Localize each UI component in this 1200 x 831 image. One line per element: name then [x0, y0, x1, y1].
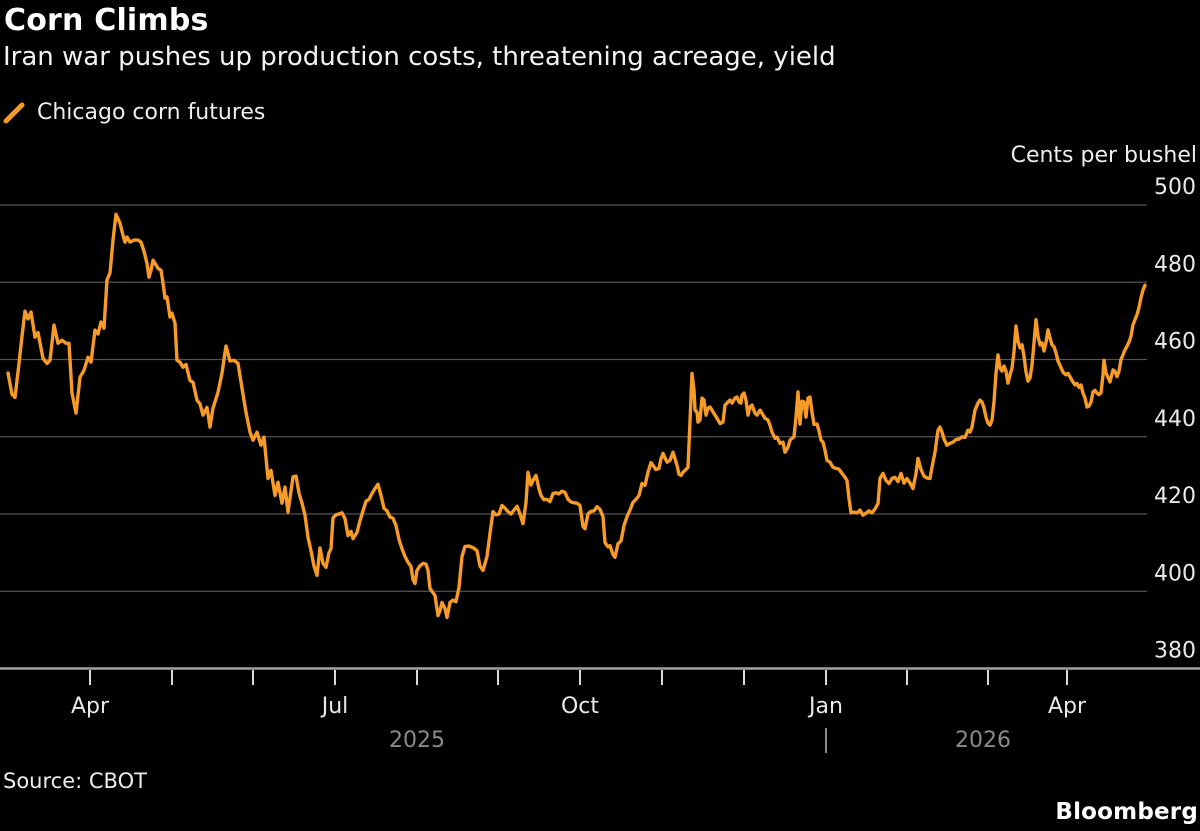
year-label-2026: 2026 [955, 728, 1011, 753]
series-swatch-icon [3, 102, 25, 124]
x-tick-label-Jan: Jan [807, 694, 843, 719]
source-label: Source: CBOT [3, 769, 147, 793]
price-line-series [6, 212, 1147, 620]
page-subtitle: Iran war pushes up production costs, thr… [3, 42, 836, 72]
x-tick-label-Apr: Apr [1048, 694, 1087, 719]
x-tick-label-Oct: Oct [561, 694, 599, 719]
y-axis-unit-label: Cents per bushel [1010, 143, 1197, 168]
y-tick-label-440: 440 [1154, 407, 1196, 432]
year-label-2025: 2025 [389, 728, 445, 753]
legend: Chicago corn futures [3, 100, 265, 125]
y-tick-label-460: 460 [1154, 330, 1196, 355]
bloomberg-wordmark: Bloomberg [1055, 799, 1198, 825]
y-tick-label-480: 480 [1154, 252, 1196, 277]
y-tick-label-380: 380 [1154, 639, 1196, 664]
y-tick-label-420: 420 [1154, 484, 1196, 509]
y-tick-label-500: 500 [1154, 175, 1196, 200]
y-tick-label-400: 400 [1154, 561, 1196, 586]
x-tick-label-Apr: Apr [71, 694, 110, 719]
page-title: Corn Climbs [4, 3, 209, 38]
legend-label: Chicago corn futures [37, 100, 266, 125]
x-tick-label-Jul: Jul [320, 694, 349, 719]
